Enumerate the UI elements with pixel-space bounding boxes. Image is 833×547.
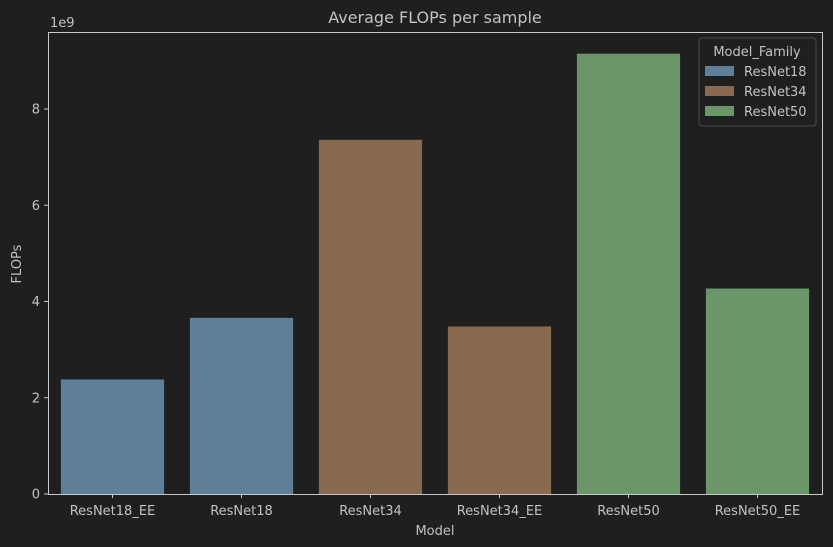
- y-tick-label: 0: [32, 488, 40, 503]
- y-tick-label: 2: [32, 391, 40, 406]
- legend-title: Model_Family: [713, 45, 801, 60]
- legend-label: ResNet50: [744, 105, 807, 120]
- x-axis-ticks: ResNet18_EE ResNet18 ResNet34 ResNet34_EE Re…: [70, 494, 801, 519]
- bar-resnet50-ee: [705, 288, 810, 494]
- y-axis-label: FLOPs: [10, 244, 25, 283]
- legend: Model_Family ResNet18 ResNet34 ResNet50: [698, 37, 817, 127]
- y-axis-offset-label: 1e9: [50, 16, 75, 31]
- x-tick-label: ResNet34: [339, 504, 402, 519]
- y-tick-label: 8: [32, 103, 40, 118]
- bar-resnet34-ee: [447, 326, 552, 494]
- y-axis-ticks: 0 2 4 6 8: [32, 103, 48, 503]
- chart-title: Average FLOPs per sample: [328, 8, 542, 27]
- legend-entries: ResNet18 ResNet34 ResNet50: [705, 65, 807, 120]
- legend-label: ResNet34: [744, 85, 807, 100]
- x-tick-label: ResNet34_EE: [457, 504, 543, 519]
- legend-swatch: [705, 86, 734, 96]
- x-axis-label: Model: [415, 524, 454, 539]
- y-tick-label: 4: [32, 295, 40, 310]
- plot-area-frame: [48, 32, 823, 495]
- legend-swatch: [705, 66, 734, 76]
- bars-layer: [60, 53, 810, 495]
- x-tick-label: ResNet18: [210, 504, 273, 519]
- bar-resnet18: [189, 317, 294, 494]
- bar-resnet18-ee: [60, 379, 165, 494]
- x-tick-label: ResNet18_EE: [70, 504, 156, 519]
- bar-resnet34: [318, 139, 423, 495]
- x-tick-label: ResNet50_EE: [715, 504, 801, 519]
- legend-label: ResNet18: [744, 65, 807, 80]
- y-tick-label: 6: [32, 199, 40, 214]
- legend-swatch: [705, 106, 734, 116]
- x-tick-label: ResNet50: [597, 504, 660, 519]
- bar-resnet50: [576, 53, 681, 494]
- legend-box: [698, 37, 817, 127]
